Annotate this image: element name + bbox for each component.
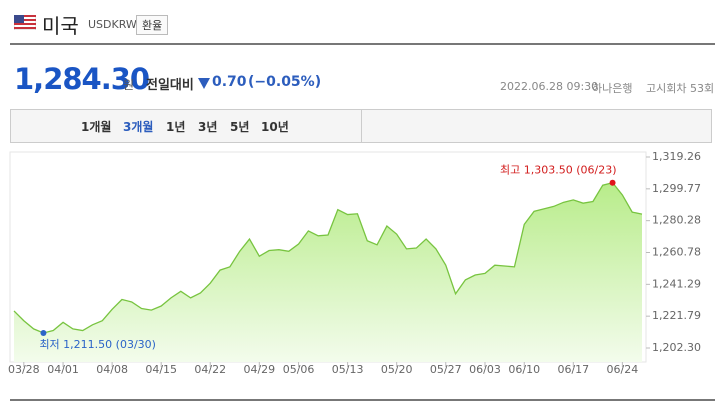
price-unit: 원 [123, 78, 135, 92]
period-tab[interactable]: 3개월 [123, 120, 154, 134]
period-tab[interactable]: 5년 [230, 120, 250, 134]
min-label: 최저 1,211.50 (03/30) [39, 338, 156, 351]
y-tick-label: 1,221.79 [652, 309, 701, 322]
chart: 1,319.26 1,299.77 1,280.28 1,260.78 1,241.29… [8, 150, 701, 376]
round: 고시회차 53회 [646, 82, 715, 95]
x-tick-label: 06/17 [557, 363, 589, 376]
tab-divider [361, 110, 362, 142]
y-tick-label: 1,299.77 [652, 182, 701, 195]
y-tick-label: 1,319.26 [652, 150, 701, 163]
timestamp: 2022.06.28 09:30 [500, 80, 599, 93]
bottom-divider [10, 399, 715, 401]
x-tick-label: 04/15 [145, 363, 177, 376]
change-label: 전일대비 [146, 78, 194, 93]
period-tab[interactable]: 10년 [261, 120, 289, 134]
down-arrow [198, 78, 210, 89]
x-tick-label: 05/27 [430, 363, 462, 376]
change-percent: (−0.05%) [248, 74, 322, 90]
flag-icon [14, 15, 36, 30]
y-tick-label: 1,241.29 [652, 277, 701, 290]
x-tick-label: 05/06 [283, 363, 315, 376]
x-tick-label: 04/22 [194, 363, 226, 376]
x-tick-label: 06/10 [508, 363, 540, 376]
period-tab[interactable]: 3년 [198, 120, 218, 134]
max-point [609, 179, 616, 186]
x-tick-label: 06/03 [469, 363, 501, 376]
line [13, 182, 643, 334]
x-tick-label: 05/13 [332, 363, 364, 376]
x-tick-label: 05/20 [381, 363, 413, 376]
min-point [40, 329, 47, 336]
x-tick-label: 04/08 [96, 363, 128, 376]
x-tick-label: 04/29 [243, 363, 275, 376]
currency-code: USDKRW [88, 18, 137, 31]
header-divider [10, 43, 715, 45]
y-tick-label: 1,260.78 [652, 246, 701, 259]
y-tick-label: 1,280.28 [652, 214, 701, 227]
x-tick-label: 06/24 [607, 363, 639, 376]
period-tab[interactable]: 1년 [166, 120, 186, 134]
exchange-button[interactable]: 환율 [136, 15, 169, 35]
y-tick-label: 1,202.30 [652, 341, 701, 354]
period-tabs: 1개월 3개월 1년 3년 5년 10년 [10, 109, 712, 143]
bank: 하나은행 [592, 82, 633, 95]
x-tick-label: 04/01 [47, 363, 79, 376]
max-label: 최고 1,303.50 (06/23) [500, 164, 617, 177]
area [14, 182, 642, 362]
x-tick-label: 03/28 [8, 363, 40, 376]
change-value: 0.70 [212, 74, 247, 90]
period-tab[interactable]: 1개월 [81, 120, 112, 134]
price: 1,284.30 [14, 62, 150, 96]
country-name: 미국 [42, 14, 79, 38]
